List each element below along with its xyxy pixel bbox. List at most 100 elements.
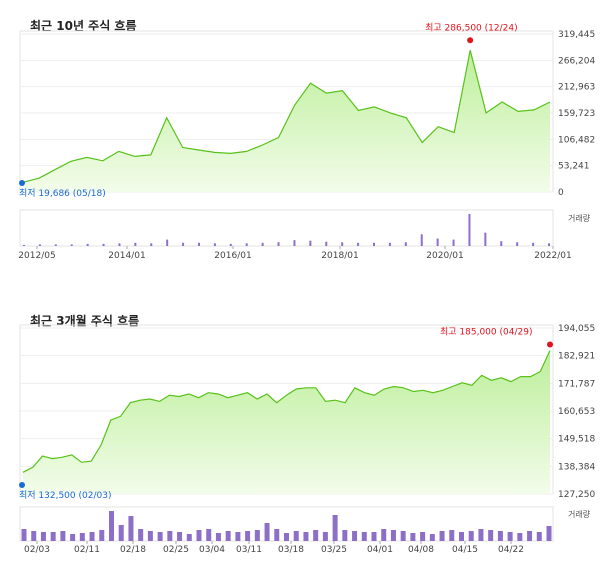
x-tick-label: 04/15: [452, 545, 478, 555]
chart-10y-volume: [19, 209, 554, 247]
volume-bar: [429, 534, 435, 541]
volume-bar: [177, 532, 183, 541]
chart-3m-title: 최근 3개월 주식 흐름: [30, 313, 139, 328]
volume-bar: [436, 238, 439, 246]
volume-bar: [449, 530, 455, 541]
volume-bar: [31, 531, 37, 541]
volume-bar: [215, 533, 221, 541]
volume-bar: [147, 531, 153, 541]
volume-bar: [313, 530, 319, 541]
x-tick-label: 02/11: [74, 545, 100, 555]
volume-bar: [468, 531, 474, 541]
volume-bar: [488, 530, 494, 541]
volume-bar: [293, 240, 296, 246]
volume-bar: [400, 531, 406, 541]
chart-10y-yaxis: 319,445 266,204 212,963 159,723 106,482 53,24…: [558, 30, 595, 198]
volume-bar: [128, 516, 134, 541]
x-tick-label: 04/01: [367, 545, 393, 555]
volume-bar: [167, 531, 173, 541]
low-label: 최저 19,686 (05/18): [19, 188, 106, 199]
volume-bar: [86, 243, 89, 246]
volume-bar: [497, 531, 503, 541]
volume-bar: [420, 532, 426, 541]
x-tick-label: 2016/01: [214, 251, 251, 261]
volume-bar: [261, 242, 264, 246]
volume-bar: [303, 532, 309, 541]
volume-bar: [274, 529, 280, 541]
volume-bar: [410, 533, 416, 541]
price-line: [22, 50, 551, 183]
chart-10y-title: 최근 10년 주식 흐름: [30, 18, 137, 33]
volume-bar: [325, 241, 328, 246]
high-point: [547, 341, 553, 348]
volume-bar: [373, 242, 375, 246]
volume-bar: [532, 242, 535, 246]
low-point: [19, 180, 25, 186]
y-tick-label: 212,963: [558, 83, 595, 93]
chart-10y-extremes: 최고 286,500 (12/24) 최저 19,686 (05/18): [19, 22, 518, 199]
y-tick-label: 149,518: [558, 435, 595, 445]
volume-bar: [109, 511, 114, 541]
volume-bar: [546, 526, 552, 541]
x-tick-label: 2022/01: [534, 251, 571, 261]
volume-bar: [21, 529, 27, 541]
volume-bar: [89, 532, 95, 541]
volume-bar: [54, 244, 57, 246]
x-tick-label: 03/11: [236, 545, 262, 555]
x-tick-label: 02/18: [120, 545, 146, 555]
volume-bar: [118, 243, 121, 246]
x-tick-label: 2012/05: [18, 251, 55, 261]
volume-bar: [536, 532, 542, 541]
volume-bar: [342, 530, 348, 541]
y-tick-label: 138,384: [558, 462, 595, 472]
volume-bar: [284, 533, 289, 541]
volume-bar: [235, 532, 241, 541]
volume-bar: [206, 529, 212, 541]
high-label: 최고 286,500 (12/24): [425, 22, 517, 33]
volume-bar: [198, 242, 200, 246]
volume-bar: [50, 532, 56, 541]
volume-bar: [79, 533, 85, 541]
volume-bar: [196, 530, 202, 541]
volume-bar: [361, 532, 367, 541]
volume-bar: [157, 532, 163, 541]
volume-bar: [99, 530, 105, 541]
volume-bar: [40, 532, 46, 541]
volume-bar: [332, 515, 338, 541]
low-point: [19, 482, 25, 488]
price-area: [23, 50, 550, 192]
volume-bar: [182, 242, 185, 246]
volume-bar: [484, 232, 487, 246]
volume-bar: [322, 532, 328, 541]
volume-bar: [516, 242, 519, 246]
price-area: [23, 350, 550, 494]
x-tick-label: 03/25: [321, 545, 347, 555]
volume-bar: [254, 530, 260, 541]
volume-bar: [388, 242, 391, 246]
volume-bar: [341, 242, 344, 246]
x-tick-label: 2018/01: [321, 251, 358, 261]
volume-bar: [70, 534, 76, 541]
volume-bar: [245, 531, 251, 541]
volume-bar: [138, 529, 144, 541]
volume-bar: [150, 243, 153, 246]
chart-3m-yaxis: 194,055 182,921 171,787 160,653 149,518 138,3…: [558, 324, 595, 500]
volume-bar: [507, 532, 513, 541]
low-label: 최저 132,500 (02/03): [19, 490, 111, 501]
volume-bar: [245, 243, 248, 246]
chart-10y-xaxis: 2012/05 2014/01 2016/01 2018/01 2020/01 2022/…: [18, 246, 572, 261]
volume-bar: [186, 534, 192, 541]
y-tick-label: 127,250: [558, 490, 595, 500]
x-tick-label: 04/08: [408, 545, 434, 555]
y-tick-label: 171,787: [558, 379, 595, 389]
volume-bar: [293, 531, 299, 541]
chart-10y-volume-label: 거래량: [568, 213, 591, 223]
volume-bar: [500, 241, 503, 246]
x-tick-label: 02/03: [24, 545, 50, 555]
price-line: [22, 350, 551, 473]
volume-bar: [70, 244, 73, 246]
volume-frame: [19, 209, 554, 247]
x-tick-label: 2020/01: [426, 251, 463, 261]
